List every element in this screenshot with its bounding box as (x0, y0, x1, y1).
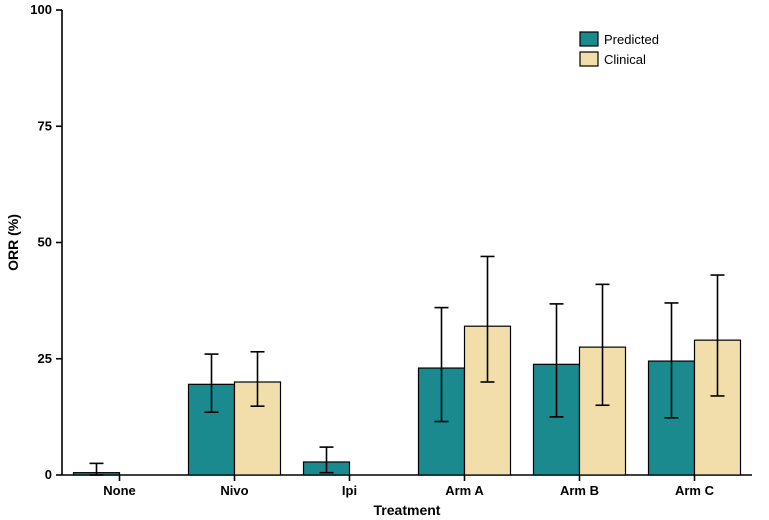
legend-swatch-predicted (580, 32, 598, 46)
x-tick-label: Arm C (675, 483, 715, 498)
y-axis-title: ORR (%) (5, 214, 21, 271)
y-tick-label: 100 (30, 2, 52, 17)
y-tick-label: 25 (38, 351, 52, 366)
x-tick-label: None (103, 483, 136, 498)
y-tick-label: 75 (38, 118, 52, 133)
legend-swatch-clinical (580, 52, 598, 66)
y-tick-label: 0 (45, 467, 52, 482)
x-tick-label: Ipi (342, 483, 357, 498)
x-tick-label: Arm B (560, 483, 599, 498)
x-tick-label: Nivo (220, 483, 248, 498)
legend-label-clinical: Clinical (604, 52, 646, 67)
x-axis-title: Treatment (374, 502, 441, 518)
chart-svg: 0 25 50 75 100 ORR (%) None Nivo Ipi Arm A Arm B Ar… (0, 0, 769, 520)
orr-bar-chart: 0 25 50 75 100 ORR (%) None Nivo Ipi Arm A Arm B Ar… (0, 0, 769, 520)
x-tick-label: Arm A (445, 483, 484, 498)
legend-label-predicted: Predicted (604, 32, 659, 47)
y-tick-label: 50 (38, 235, 52, 250)
